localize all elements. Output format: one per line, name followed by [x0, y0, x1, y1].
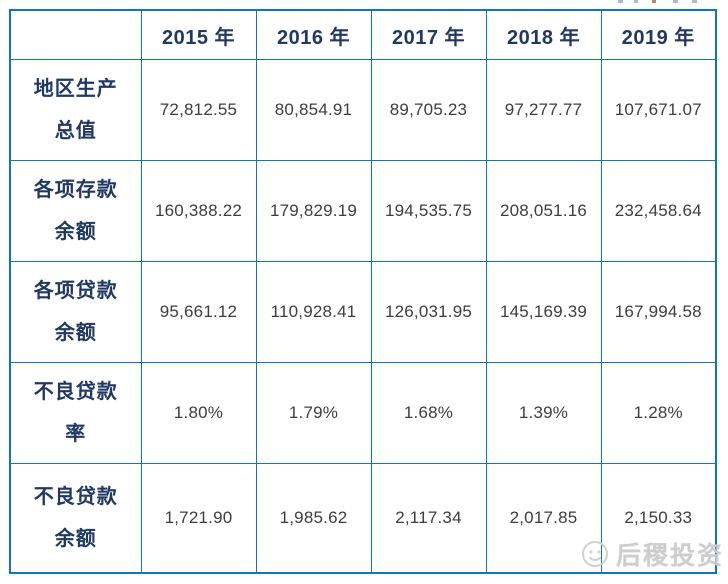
cell-npl-ratio-2017: 1.68%	[370, 362, 487, 464]
row-label-line: 不良贷款	[33, 485, 118, 508]
row-label-line: 不良贷款	[33, 381, 118, 403]
cell-loans-2019: 167,994.58	[600, 261, 717, 363]
row-label-line: 余额	[54, 322, 97, 344]
cell-deposits-2017: 194,535.75	[370, 160, 487, 262]
cell-deposits-2018: 208,051.16	[485, 160, 602, 262]
cell-npl-balance-2018: 2,017.85	[485, 463, 602, 573]
row-label-line: 余额	[54, 221, 97, 243]
cell-gdp-2017: 89,705.23	[370, 59, 487, 161]
column-header-2019: 2019 年	[600, 9, 717, 60]
cell-deposits-2016: 179,829.19	[255, 160, 372, 262]
table-row-loans: 各项贷款 余额 95,661.12 110,928.41 126,031.95 …	[9, 261, 717, 363]
cell-npl-balance-2016: 1,985.62	[255, 463, 372, 573]
row-label-line: 各项贷款	[33, 280, 118, 302]
row-label-line: 地区生产	[33, 78, 118, 100]
row-label-loans: 各项贷款 余额	[9, 261, 142, 363]
cell-loans-2015: 95,661.12	[140, 261, 257, 363]
row-label-line: 各项存款	[33, 179, 118, 201]
column-header-2017: 2017 年	[370, 9, 487, 60]
cell-loans-2017: 126,031.95	[370, 261, 487, 363]
cell-deposits-2019: 232,458.64	[600, 160, 717, 262]
row-label-npl-balance: 不良贷款 余额	[9, 463, 142, 573]
row-label-line: 率	[65, 423, 87, 445]
cell-npl-ratio-2019: 1.28%	[600, 362, 717, 464]
cell-npl-ratio-2018: 1.39%	[485, 362, 602, 464]
cell-loans-2018: 145,169.39	[485, 261, 602, 363]
cell-npl-ratio-2015: 1.80%	[140, 362, 257, 464]
corner-cell	[9, 9, 142, 60]
column-header-2018: 2018 年	[485, 9, 602, 60]
row-label-line: 总值	[54, 120, 97, 142]
cell-deposits-2015: 160,388.22	[140, 160, 257, 262]
financial-data-table: 2015 年 2016 年 2017 年 2018 年 2019 年 地区生产 …	[9, 9, 717, 574]
cell-npl-ratio-2016: 1.79%	[255, 362, 372, 464]
clipped-text-fragment	[618, 0, 710, 3]
cell-loans-2016: 110,928.41	[255, 261, 372, 363]
cell-npl-balance-2017: 2,117.34	[370, 463, 487, 573]
table-row-deposits: 各项存款 余额 160,388.22 179,829.19 194,535.75…	[9, 160, 717, 262]
row-label-deposits: 各项存款 余额	[9, 160, 142, 262]
table-row-gdp: 地区生产 总值 72,812.55 80,854.91 89,705.23 97…	[9, 59, 717, 161]
cell-gdp-2016: 80,854.91	[255, 59, 372, 161]
cell-gdp-2019: 107,671.07	[600, 59, 717, 161]
column-header-2016: 2016 年	[255, 9, 372, 60]
row-label-gdp: 地区生产 总值	[9, 59, 142, 161]
cell-npl-balance-2015: 1,721.90	[140, 463, 257, 573]
table-header-row: 2015 年 2016 年 2017 年 2018 年 2019 年	[9, 9, 717, 60]
column-header-2015: 2015 年	[140, 9, 257, 60]
row-label-npl-ratio: 不良贷款 率	[9, 362, 142, 464]
cell-npl-balance-2019: 2,150.33	[600, 463, 717, 573]
table-row-npl-balance: 不良贷款 余额 1,721.90 1,985.62 2,117.34 2,017…	[9, 463, 717, 573]
row-label-line: 余额	[54, 527, 97, 550]
cell-gdp-2018: 97,277.77	[485, 59, 602, 161]
table-row-npl-ratio: 不良贷款 率 1.80% 1.79% 1.68% 1.39% 1.28%	[9, 362, 717, 464]
cell-gdp-2015: 72,812.55	[140, 59, 257, 161]
